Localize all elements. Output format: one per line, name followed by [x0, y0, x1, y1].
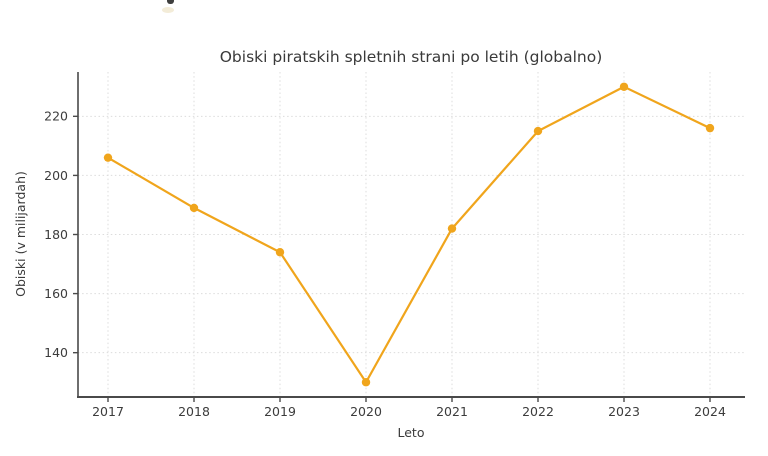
- data-point-2017: [103, 153, 113, 162]
- y-tick-label: 220: [44, 109, 68, 124]
- y-tick-label: 200: [44, 168, 68, 183]
- x-tick-label: 2024: [694, 404, 726, 419]
- data-series-layer: [103, 82, 715, 387]
- data-point-2021: [447, 224, 457, 233]
- y-tick-label: 140: [44, 345, 68, 360]
- data-point-2020: [361, 378, 371, 387]
- y-tick-label: 180: [44, 227, 68, 242]
- x-axis-label: Leto: [398, 425, 425, 440]
- x-tick-label: 2020: [350, 404, 382, 419]
- series-line: [106, 85, 712, 384]
- data-point-2023: [619, 82, 629, 91]
- x-tick-label: 2022: [522, 404, 554, 419]
- data-point-2022: [533, 126, 543, 136]
- data-point-2019: [275, 248, 285, 257]
- data-point-2024: [705, 123, 715, 133]
- y-tick-label: 160: [44, 286, 68, 301]
- axis-layer: [73, 72, 745, 402]
- tick-label-layer: 140 160 180 200 220 2017 2018 2019 2020 2021 2022 2…: [44, 109, 726, 419]
- y-axis-label: Obiski (v milijardah): [13, 171, 28, 297]
- cropped-glyph-fragment: [167, 0, 174, 4]
- x-tick-label: 2021: [436, 404, 468, 419]
- chart-title: Obiski piratskih spletnih strani po leti…: [220, 48, 603, 66]
- x-tick-label: 2018: [178, 404, 210, 419]
- x-tick-label: 2023: [608, 404, 640, 419]
- data-point-2018: [189, 203, 199, 213]
- grid-layer: [78, 72, 745, 397]
- x-tick-label: 2019: [264, 404, 296, 419]
- x-tick-label: 2017: [92, 404, 124, 419]
- cropped-glyph-smudge: [162, 7, 174, 13]
